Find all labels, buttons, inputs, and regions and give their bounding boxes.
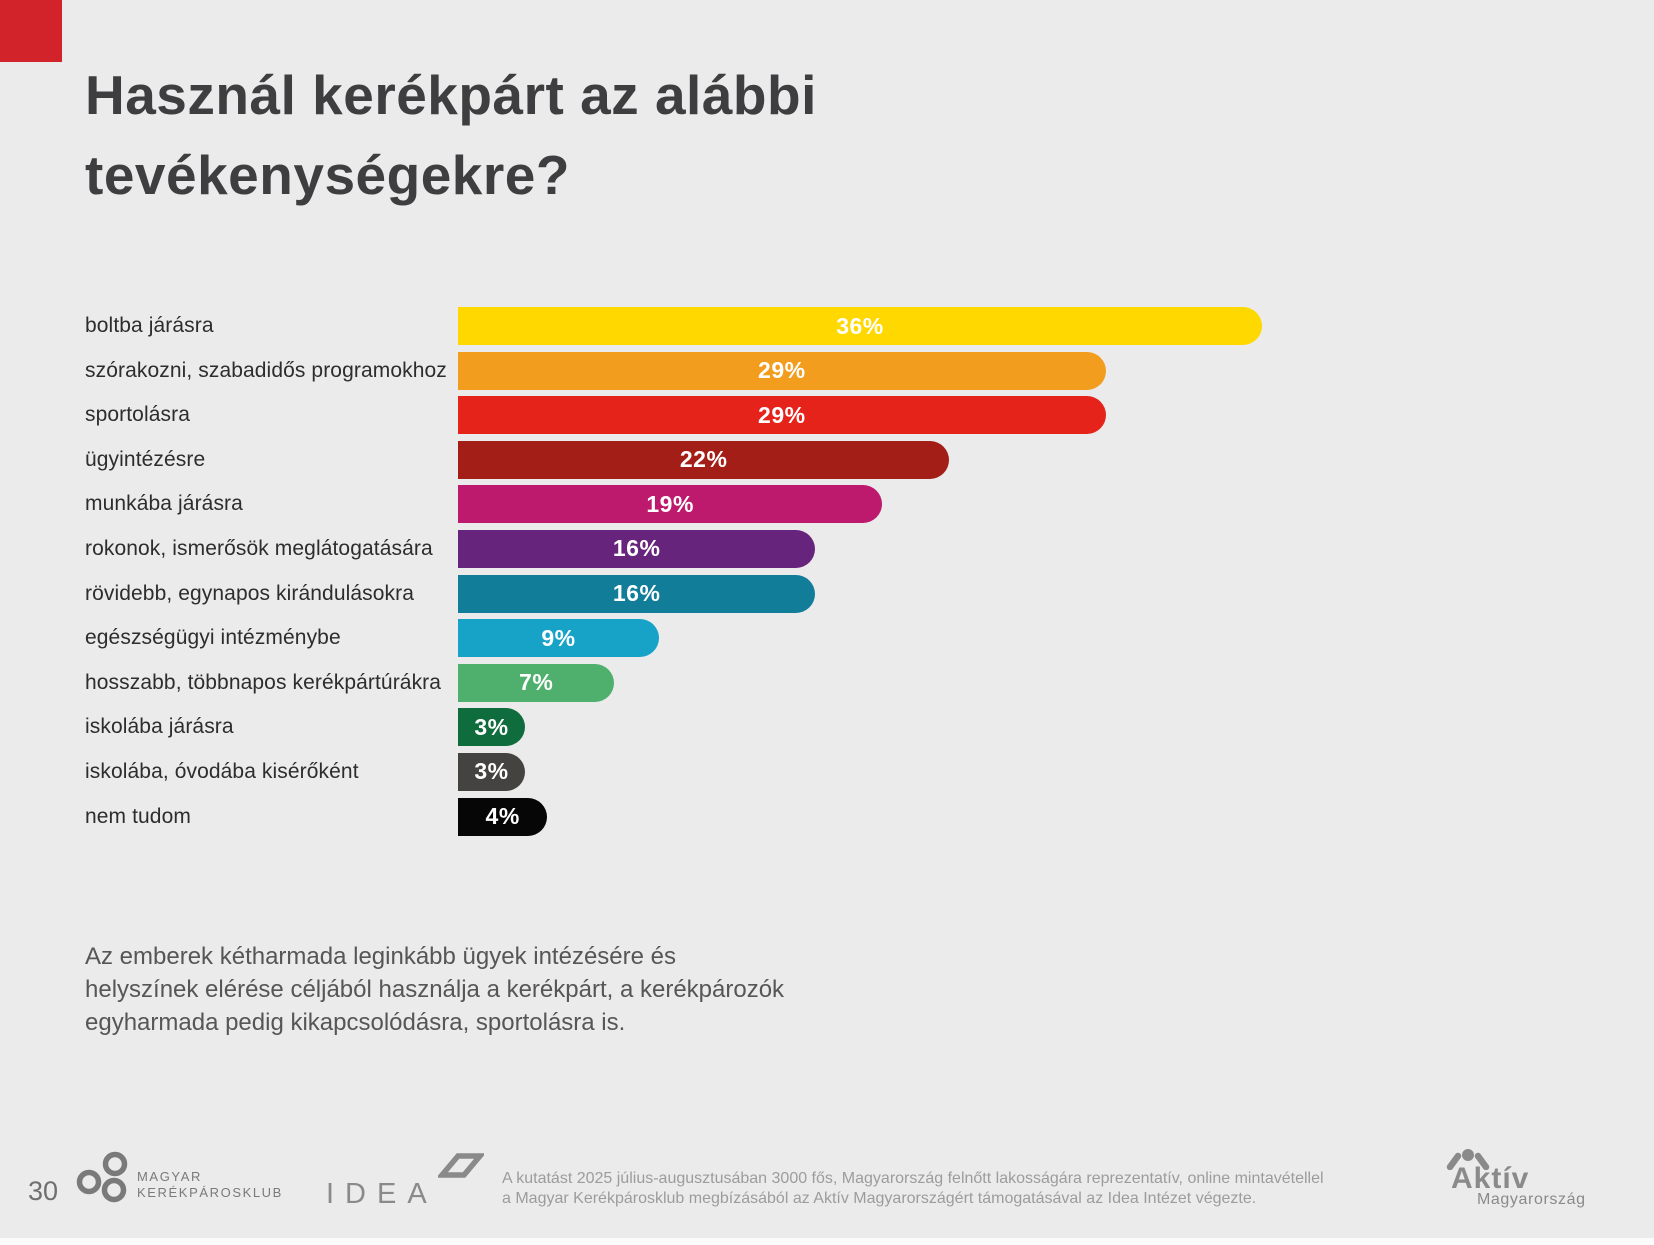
chart-row: boltba járásra 36% [85, 307, 1262, 345]
bar: 29% [458, 351, 1106, 390]
bar-value-label: 29% [758, 357, 806, 384]
page-title: Használ kerékpárt az alábbi tevékenysége… [85, 55, 817, 215]
bar: 9% [458, 619, 659, 658]
bar: 16% [458, 529, 816, 568]
disclaimer-line-2: a Magyar Kerékpárosklub megbízásából az … [502, 1190, 1257, 1207]
idea-box-icon [438, 1153, 484, 1178]
bar-value-label: 22% [679, 446, 728, 473]
title-line-2: tevékenységekre? [85, 144, 570, 206]
disclaimer-line-1: A kutatást 2025 július-augusztusában 300… [502, 1170, 1324, 1187]
bar: 16% [458, 574, 816, 613]
chart-row: hosszabb, többnapos kerékpártúrákra 7% [85, 663, 1262, 702]
category-label: szórakozni, szabadidős programokhoz [85, 358, 447, 382]
bar-value-label: 16% [612, 535, 661, 562]
bar: 3% [458, 708, 525, 747]
summary-text: Az emberek kétharmada leginkább ügyek in… [85, 940, 784, 1039]
brand-accent-square [0, 0, 62, 62]
summary-line-3: egyharmada pedig kikapcsolódásra, sporto… [85, 1009, 626, 1036]
chart-row: iskolába, óvodába kisérőként 3% [85, 752, 1262, 791]
bar-chart: boltba járásra 36% szórakozni, szabadidős … [85, 307, 1262, 836]
category-label: rövidebb, egynapos kirándulásokra [85, 581, 415, 605]
summary-line-2: helyszínek elérése céljából használja a … [85, 976, 785, 1003]
page-number: 30 [28, 1176, 59, 1206]
bar: 29% [458, 396, 1106, 435]
bar-value-label: 29% [758, 401, 806, 428]
bar: 3% [458, 752, 525, 791]
category-label: rokonok, ismerősök meglátogatására [85, 536, 433, 560]
chart-row: rokonok, ismerősök meglátogatására 16% [85, 529, 1262, 568]
category-label: nem tudom [85, 804, 191, 828]
bar-value-label: 16% [612, 580, 661, 607]
chart-row: nem tudom 4% [85, 797, 1262, 836]
title-line-1: Használ kerékpárt az alábbi [85, 64, 817, 126]
category-label: egészségügyi intézménybe [85, 626, 341, 650]
slide-bottom-edge [0, 1238, 1654, 1245]
chart-row: ügyintézésre 22% [85, 440, 1262, 479]
bar-value-label: 3% [474, 713, 509, 740]
bar-value-label: 19% [646, 490, 694, 517]
club-rings-icon [76, 1151, 128, 1203]
aktiv-figure-icon [1446, 1149, 1490, 1170]
category-label: munkába járásra [85, 492, 243, 516]
chart-row: egészségügyi intézménybe 9% [85, 619, 1262, 658]
club-logo-line-2: KERÉKPÁROSKLUB [137, 1185, 283, 1200]
chart-row: sportolásra 29% [85, 396, 1262, 435]
bar: 22% [458, 440, 950, 479]
category-label: iskolába járásra [85, 715, 234, 739]
bar-value-label: 4% [485, 803, 520, 830]
chart-row: iskolába járásra 3% [85, 708, 1262, 747]
club-logo-line-1: MAGYAR [137, 1169, 202, 1184]
summary-line-1: Az emberek kétharmada leginkább ügyek in… [85, 943, 676, 970]
bar-value-label: 36% [836, 312, 884, 339]
aktiv-logo-text: Aktív [1451, 1162, 1530, 1195]
chart-row: szórakozni, szabadidős programokhoz 29% [85, 351, 1262, 390]
bar: 4% [458, 797, 548, 836]
chart-row: rövidebb, egynapos kirándulásokra 16% [85, 574, 1262, 613]
bar-value-label: 3% [474, 758, 509, 785]
bar: 19% [458, 485, 883, 524]
bar: 36% [458, 307, 1262, 345]
category-label: ügyintézésre [85, 447, 206, 471]
chart-row: munkába járásra 19% [85, 485, 1262, 524]
club-logo-text: MAGYAR KERÉKPÁROSKLUB [137, 1169, 283, 1201]
research-disclaimer: A kutatást 2025 július-augusztusában 300… [502, 1169, 1324, 1209]
category-label: sportolásra [85, 403, 190, 427]
bar: 7% [458, 663, 615, 702]
bar-value-label: 9% [541, 624, 576, 651]
category-label: boltba járásra [85, 314, 214, 337]
aktiv-logo-subtext: Magyarország [1477, 1191, 1586, 1208]
category-label: iskolába, óvodába kisérőként [85, 759, 359, 783]
category-label: hosszabb, többnapos kerékpártúrákra [85, 670, 442, 694]
bar-value-label: 7% [519, 669, 554, 696]
idea-logo-text: IDEA [326, 1178, 438, 1210]
